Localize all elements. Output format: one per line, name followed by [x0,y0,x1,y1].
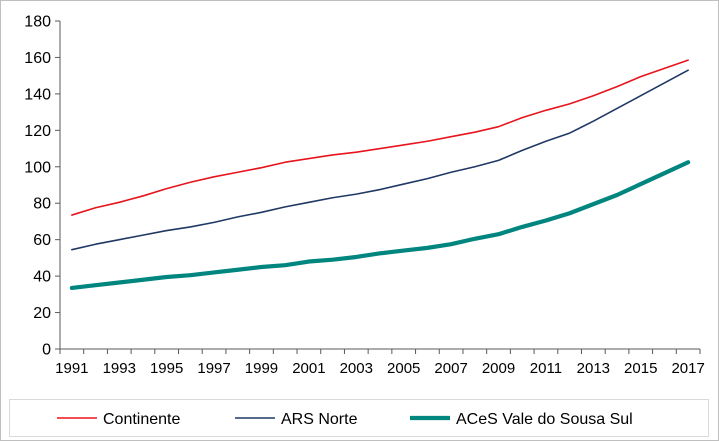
y-tick-label: 120 [24,123,51,140]
series-line-2 [71,69,689,251]
y-tick-label: 100 [24,159,51,176]
x-tick-label: 1991 [55,360,88,377]
series-lines [69,59,691,291]
x-tick-label: 2015 [624,360,657,377]
x-axis-ticks: 1991 1993 1995 1997 1999 2001 2003 2005 2007 2009… [55,349,705,377]
y-axis-ticks: 0 20 40 60 80 100 120 140 160 180 [24,14,60,359]
x-tick-label: 1999 [245,360,278,377]
y-tick-label: 160 [24,50,51,67]
y-tick-label: 20 [33,305,51,322]
legend-label: Continente [103,411,180,428]
x-tick-label: 1997 [197,360,230,377]
x-tick-label: 2017 [671,360,704,377]
axes [59,21,700,350]
y-tick-label: 80 [33,196,51,213]
y-tick-label: 40 [33,269,51,286]
x-tick-label: 2009 [482,360,515,377]
y-tick-label: 60 [33,232,51,249]
x-tick-label: 2005 [387,360,420,377]
legend-label: ARS Norte [281,411,358,428]
y-tick-label: 0 [42,342,51,359]
legend: Continente ARS Norte ACeS Vale do Sousa Su… [9,399,709,437]
series-line-3 [69,160,691,291]
y-tick-label: 140 [24,86,51,103]
x-tick-label: 2007 [434,360,467,377]
x-tick-label: 1993 [103,360,136,377]
x-tick-label: 2001 [292,360,325,377]
x-tick-label: 2011 [530,360,562,377]
y-tick-label: 180 [24,14,51,31]
x-tick-label: 1995 [150,360,183,377]
x-tick-label: 2013 [577,360,610,377]
series-line-1 [71,59,689,216]
x-tick-label: 2003 [340,360,373,377]
legend-box [9,399,709,437]
legend-label: ACeS Vale do Sousa Sul [456,411,633,428]
